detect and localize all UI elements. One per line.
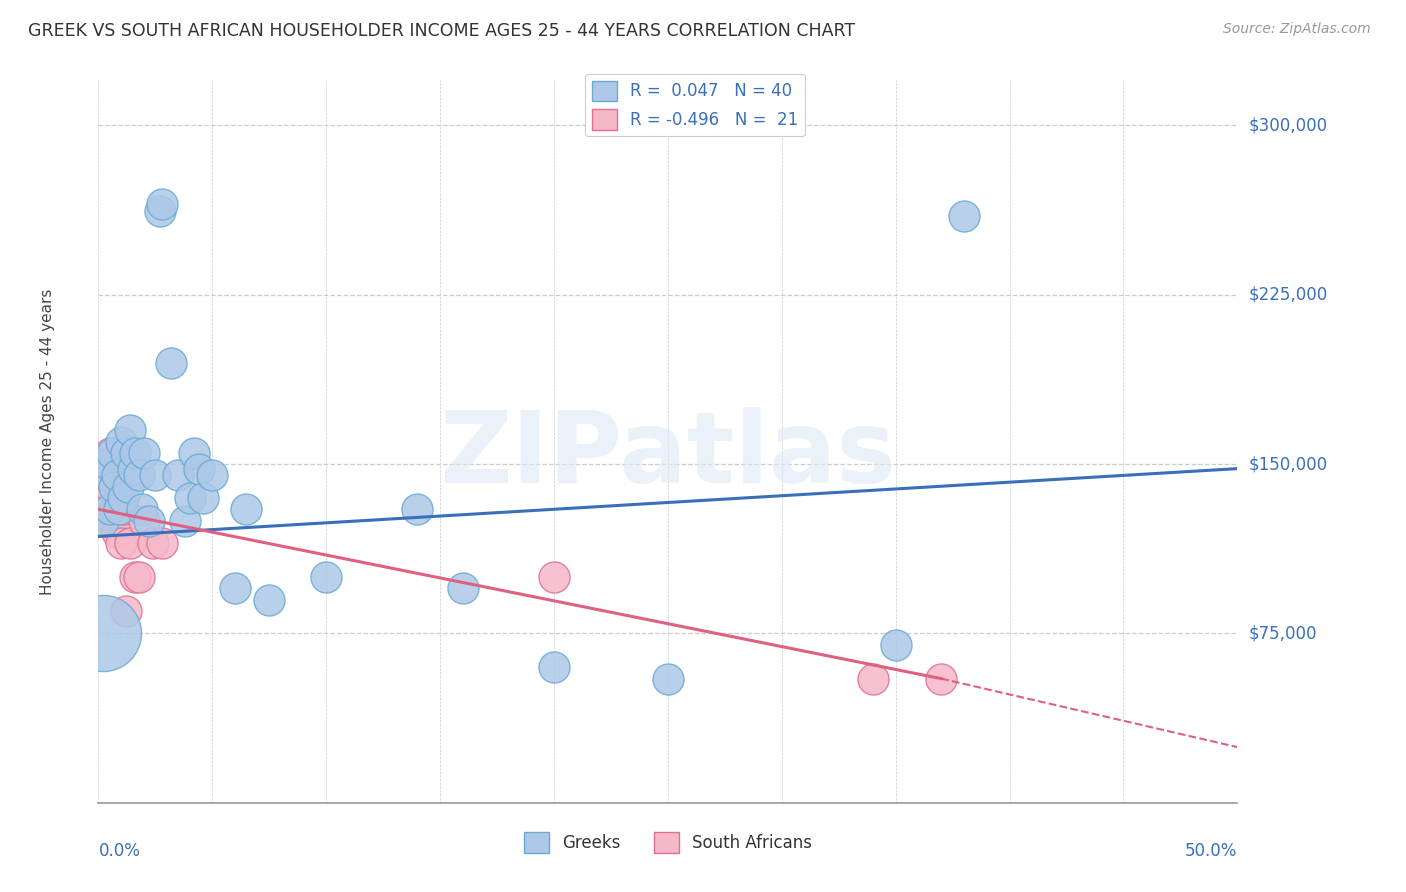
Point	[108, 491, 131, 505]
Point	[114, 446, 136, 460]
Point	[112, 491, 135, 505]
Point	[174, 514, 197, 528]
Text: ZIPatlas: ZIPatlas	[440, 408, 896, 505]
Point	[121, 461, 143, 475]
Point	[124, 570, 146, 584]
Point	[131, 502, 153, 516]
Point	[91, 514, 114, 528]
Point	[96, 502, 118, 516]
Legend: Greeks, South Africans: Greeks, South Africans	[517, 826, 818, 860]
Point	[179, 491, 201, 505]
Point	[160, 355, 183, 369]
Point	[953, 209, 976, 223]
Point	[124, 446, 146, 460]
Point	[259, 592, 281, 607]
Point	[91, 457, 114, 471]
Point	[101, 446, 124, 460]
Point	[201, 468, 224, 483]
Text: $300,000: $300,000	[1249, 117, 1327, 135]
Point	[224, 582, 246, 596]
Point	[103, 502, 125, 516]
Point	[132, 446, 155, 460]
Point	[120, 536, 142, 550]
Point	[94, 468, 117, 483]
Point	[183, 446, 205, 460]
Point	[103, 480, 125, 494]
Text: Householder Income Ages 25 - 44 years: Householder Income Ages 25 - 44 years	[39, 288, 55, 595]
Point	[193, 491, 215, 505]
Point	[150, 536, 173, 550]
Point	[543, 570, 565, 584]
Point	[98, 480, 121, 494]
Point	[91, 626, 114, 640]
Point	[98, 502, 121, 516]
Point	[187, 461, 209, 475]
Text: $75,000: $75,000	[1249, 624, 1317, 642]
Point	[110, 434, 132, 449]
Point	[128, 570, 150, 584]
Point	[101, 514, 124, 528]
Text: 0.0%: 0.0%	[98, 842, 141, 860]
Point	[862, 672, 884, 686]
Point	[105, 524, 128, 539]
Point	[108, 502, 131, 516]
Point	[451, 582, 474, 596]
Point	[105, 468, 128, 483]
Point	[315, 570, 337, 584]
Point	[929, 672, 952, 686]
Point	[167, 468, 190, 483]
Text: $225,000: $225,000	[1249, 285, 1327, 304]
Point	[884, 638, 907, 652]
Point	[114, 604, 136, 618]
Point	[110, 536, 132, 550]
Point	[235, 502, 257, 516]
Text: Source: ZipAtlas.com: Source: ZipAtlas.com	[1223, 22, 1371, 37]
Point	[657, 672, 679, 686]
Text: GREEK VS SOUTH AFRICAN HOUSEHOLDER INCOME AGES 25 - 44 YEARS CORRELATION CHART: GREEK VS SOUTH AFRICAN HOUSEHOLDER INCOM…	[28, 22, 855, 40]
Text: $150,000: $150,000	[1249, 455, 1327, 473]
Point	[150, 197, 173, 211]
Point	[98, 446, 121, 460]
Point	[128, 468, 150, 483]
Point	[149, 204, 172, 219]
Point	[132, 514, 155, 528]
Point	[142, 536, 165, 550]
Point	[120, 423, 142, 437]
Text: 50.0%: 50.0%	[1185, 842, 1237, 860]
Point	[543, 660, 565, 674]
Point	[138, 514, 160, 528]
Point	[117, 480, 139, 494]
Point	[406, 502, 429, 516]
Point	[94, 468, 117, 483]
Point	[96, 457, 118, 471]
Point	[145, 468, 167, 483]
Point	[112, 502, 135, 516]
